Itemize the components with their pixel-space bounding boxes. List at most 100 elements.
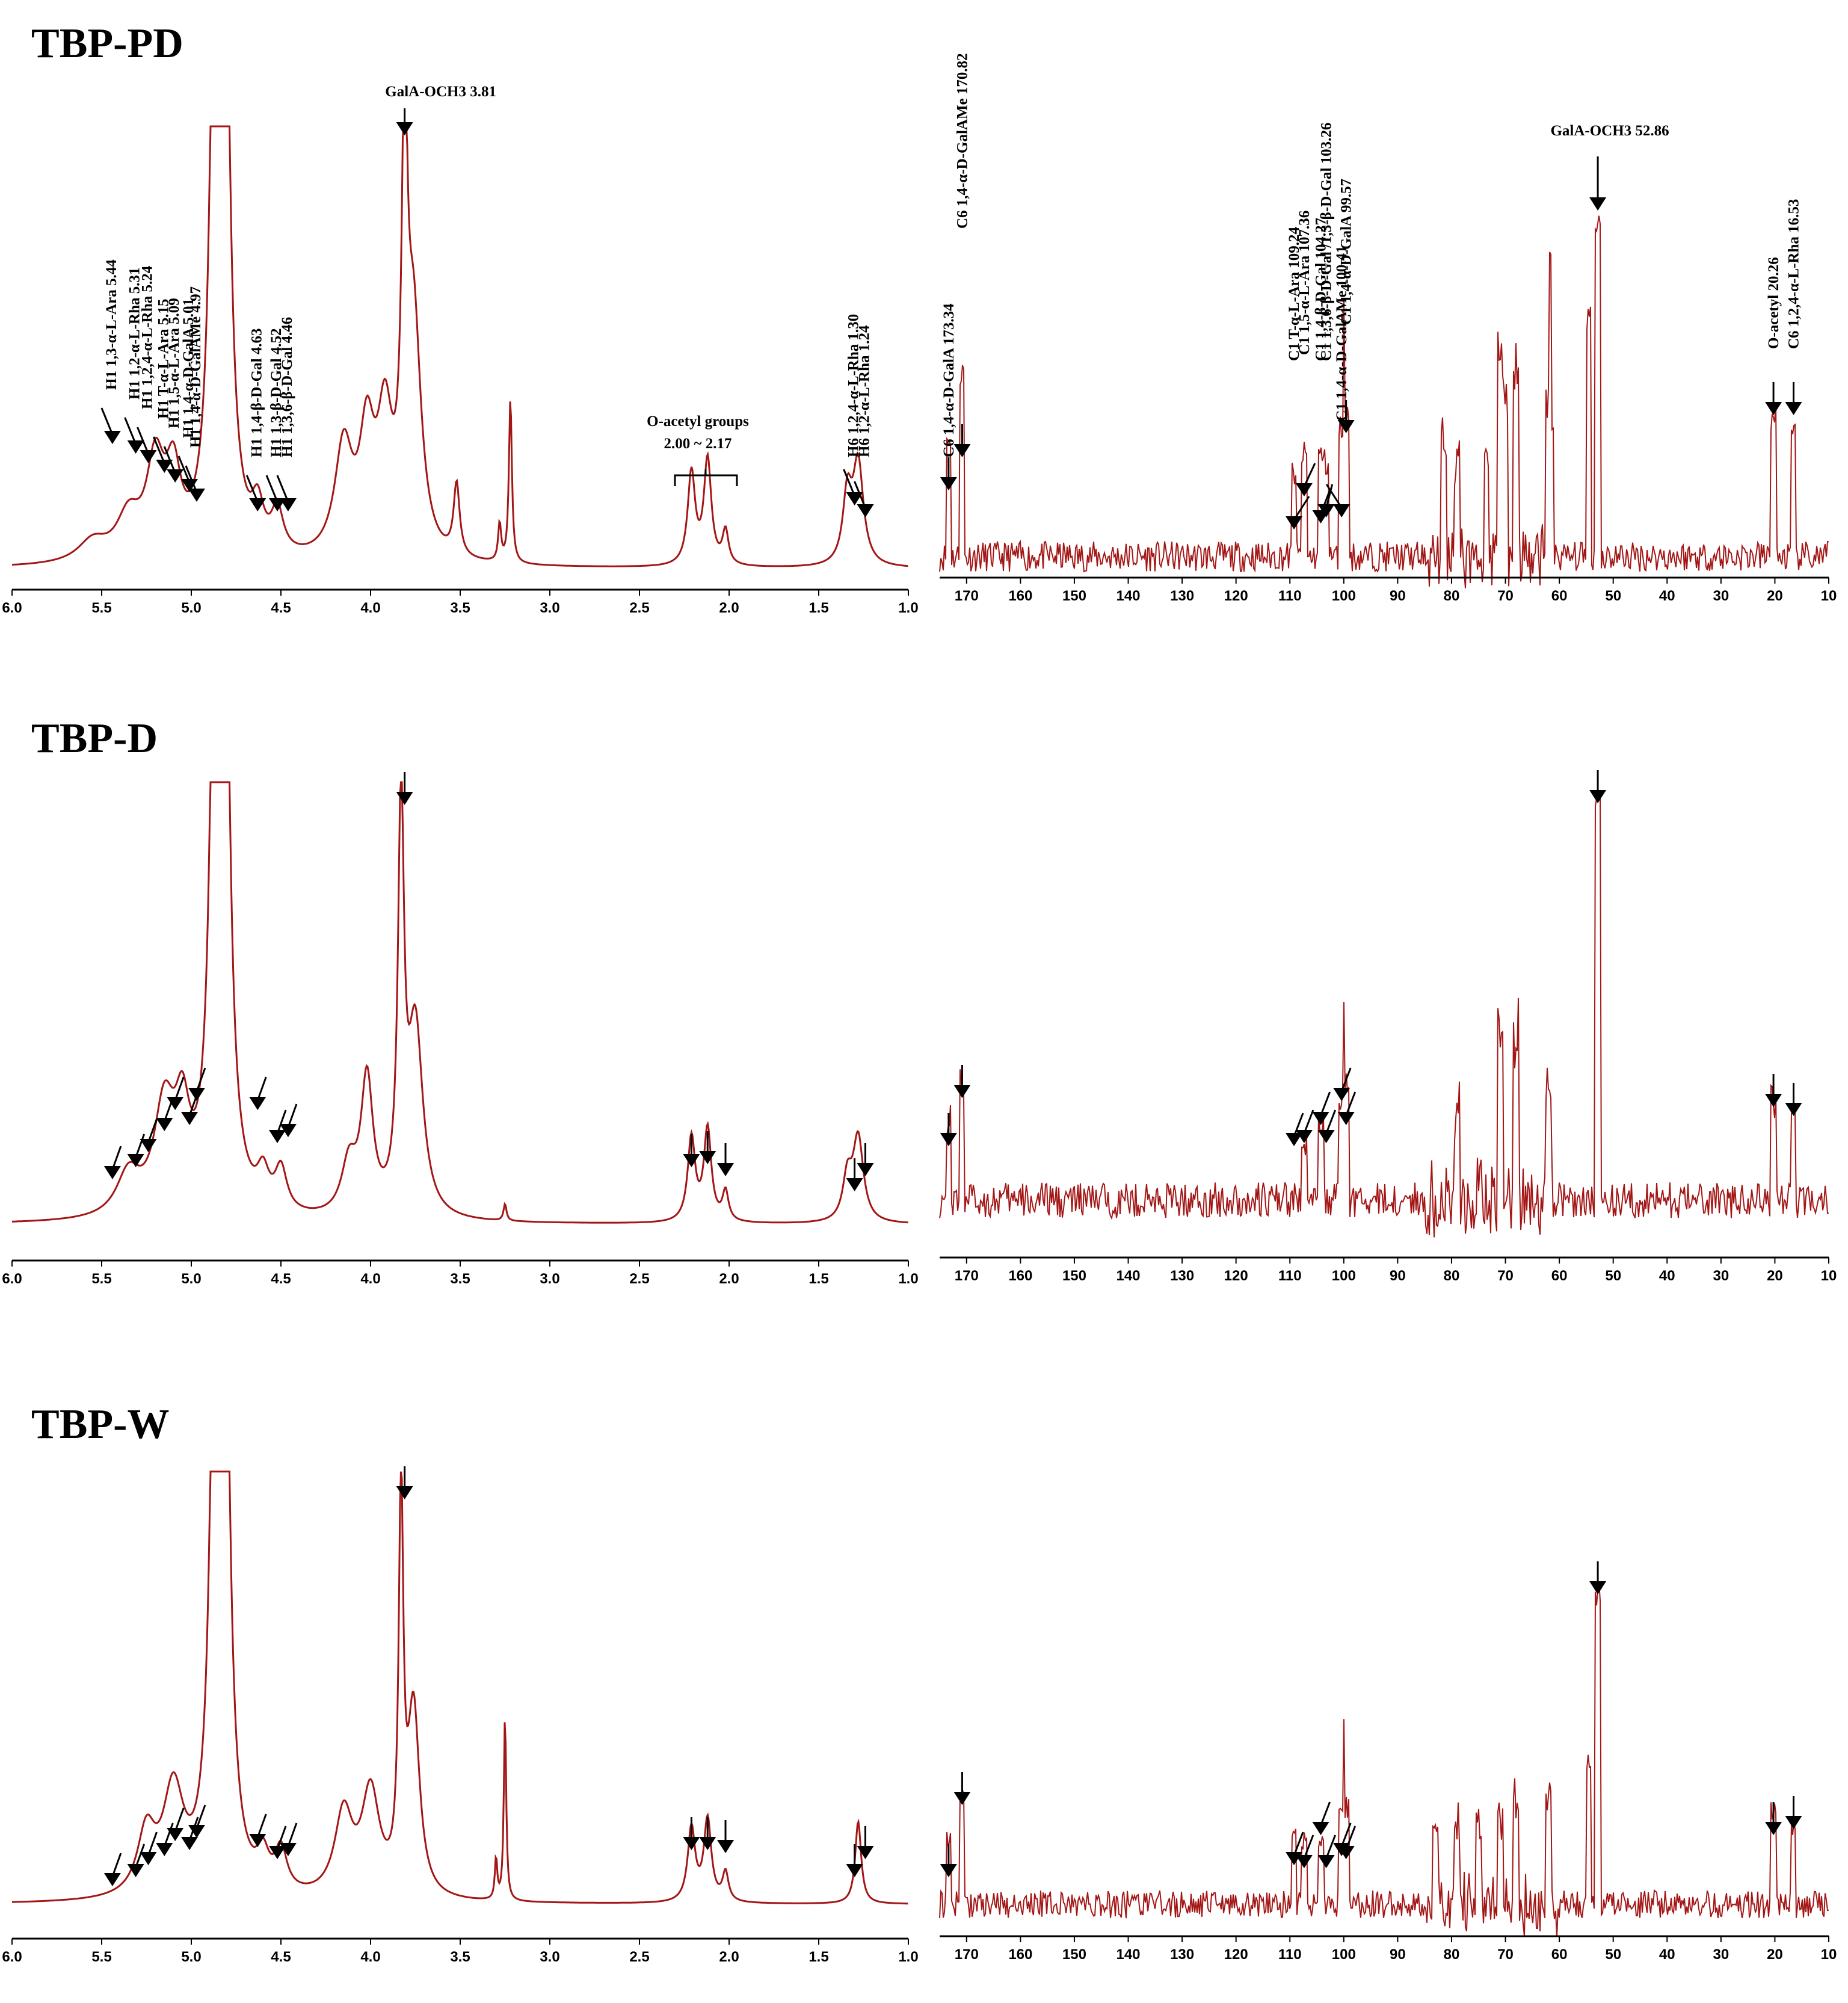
h1-spectrum-line [11, 781, 908, 1224]
h1-peak-arrow-shaft [185, 465, 198, 493]
h1-tick-label: 4.5 [271, 1949, 291, 1965]
h1-tick-label: 1.0 [898, 1949, 918, 1965]
c13-x-ticks: 170 160 150 140 130 120 110 100 90 80 70 60 50 40 30 20… [955, 578, 1837, 604]
c13-peak-arrow [1333, 1843, 1351, 1856]
c13-peak-arrow-shaft [1340, 1067, 1352, 1092]
h1-peak-arrow [140, 1139, 157, 1152]
c13-peak-arrow [953, 1085, 971, 1098]
h1-peak-label: H1 1,2,4-α-L-Rha 5.24 [139, 265, 155, 409]
h1-peak-arrow-shaft [256, 1076, 267, 1101]
c13-arrows [940, 770, 1802, 1146]
c13-peak-arrow-shaft [1293, 1832, 1304, 1856]
h1-peak-arrow [699, 1837, 716, 1850]
c13-tick-label: 70 [1497, 588, 1514, 604]
c13-peak-arrow [1333, 1088, 1351, 1101]
c13-tick-label: 130 [1170, 588, 1194, 604]
c13-peak-arrow [1785, 402, 1802, 415]
c13-spectrum-tbp-pd: 170 160 150 140 130 120 110 100 90 80 70 60 50 40 30 20… [939, 53, 1837, 604]
h1-spectrum-line [11, 1471, 908, 1905]
c13-tick-label: 150 [1062, 1268, 1086, 1284]
h1-peak-arrow [249, 498, 266, 511]
h1-tick-label: 4.5 [271, 1271, 291, 1287]
h1-peak-arrow [188, 1088, 205, 1101]
h1-peak-arrow [279, 498, 297, 511]
h1-spectrum-tbp-d: 6.0 5.5 5.0 4.5 4.0 3.5 3.0 2.5 2.0 1.5 1.0 [2, 772, 919, 1287]
c13-peak-arrow [1317, 504, 1335, 517]
c13-peak-label: C1 1,4-β-D-Gal 104.27 [1313, 218, 1329, 361]
h1-peak-arrow [156, 460, 173, 473]
h1-x-ticks: 6.0 5.5 5.0 4.5 4.0 3.5 3.0 2.5 2.0 1.5 1.0 [2, 1939, 919, 1965]
h1-tick-label: 6.0 [2, 1271, 22, 1287]
c13-tick-label: 130 [1170, 1946, 1194, 1963]
h1-peak-arrow [699, 1151, 716, 1164]
c13-peak-arrow-shaft [1303, 1835, 1314, 1859]
c13-tick-label: 60 [1551, 1268, 1568, 1284]
h1-spectrum-line [11, 125, 908, 567]
c13-tick-label: 110 [1278, 1268, 1302, 1284]
c13-tick-label: 60 [1551, 588, 1568, 604]
h1-peak-label: H1 1,5-α-L-Ara 5.09 [166, 298, 182, 428]
h1-peak-arrow [846, 492, 863, 505]
c13-tick-label: 150 [1062, 588, 1086, 604]
c13-tick-label: 20 [1767, 1946, 1783, 1963]
c13-peak-label: C1 T-α-L-Ara 109.24 [1286, 227, 1302, 361]
h1-tick-label: 3.5 [450, 1271, 470, 1287]
c13-tick-label: 40 [1659, 1268, 1675, 1284]
c13-peak-arrow [1317, 1855, 1335, 1868]
h1-peak-arrow [167, 1828, 184, 1841]
c13-tick-label: 40 [1659, 1946, 1675, 1963]
h1-peak-arrow [683, 1837, 700, 1850]
c13-tick-label: 160 [1008, 1268, 1032, 1284]
c13-tick-label: 70 [1497, 1946, 1514, 1963]
galA-och3-label: GalA-OCH3 3.81 [385, 84, 496, 100]
c13-tick-label: 30 [1713, 588, 1729, 604]
h1-peak-arrow [269, 498, 286, 511]
h1-peak-label: H1 1,2-α-L-Rha 5.31 [127, 267, 143, 400]
h1-peak-arrow [683, 1154, 700, 1167]
c13-tick-label: 170 [955, 1946, 979, 1963]
h1-tick-label: 3.5 [450, 600, 470, 616]
c13-peak-arrow [1295, 1130, 1313, 1143]
h1-peak-arrow-shaft [854, 481, 866, 508]
c13-peak-arrow [1312, 1822, 1329, 1835]
c13-peak-label: C1 1,5-α-L-Ara 107.36 [1296, 211, 1313, 355]
c13-peak-arrow [1333, 504, 1351, 517]
o-acetyl-bracket [674, 469, 738, 486]
h1-peak-arrow-shaft [137, 427, 149, 454]
h1-tick-label: 1.5 [808, 1271, 828, 1287]
c13-tick-label: 120 [1224, 1946, 1248, 1963]
h1-peak-label: H1 1,4-α-D-GalAMe 4.97 [188, 286, 204, 448]
c13-tick-label: 40 [1659, 588, 1675, 604]
h1-tick-label: 5.5 [91, 600, 111, 616]
h1-tick-label: 5.0 [181, 1271, 201, 1287]
c13-tick-label: 30 [1713, 1946, 1729, 1963]
c13-spectrum-tbp-d: 170 160 150 140 130 120 110 100 90 80 70 60 50 40 30 20… [939, 770, 1837, 1284]
h1-tick-label: 5.0 [181, 1949, 201, 1965]
c13-peak-arrow-shaft [1325, 484, 1343, 508]
c13-peak-label: C6 1,4-α-D-GalA 173.34 [941, 303, 957, 457]
h1-peak-arrow-shaft [245, 475, 259, 502]
h1-peak-arrow [396, 792, 413, 805]
h1-peak-arrow [279, 1124, 297, 1137]
c13-peak-arrow-shaft [1293, 1113, 1304, 1137]
h1-peak-arrow-shaft [111, 1146, 122, 1170]
h1-peak-label: H1 1,3-β-D-Gal 4.52 [268, 328, 285, 457]
h1-peak-arrow [156, 1118, 173, 1131]
h1-peak-arrow-shaft [276, 1110, 287, 1134]
h1-peak-arrow-shaft [265, 475, 279, 502]
c13-tick-label: 60 [1551, 1946, 1568, 1963]
h1-peak-arrow [127, 1864, 144, 1877]
h1-tick-label: 2.5 [629, 600, 649, 616]
h1-peak-label: H1 1,4-α-D-GalA 5.01 [180, 298, 197, 438]
c13-tick-label: 10 [1821, 588, 1837, 604]
h1-tick-label: 3.0 [540, 1271, 559, 1287]
c13-tick-label: 50 [1605, 1268, 1621, 1284]
h1-peak-arrow-shaft [152, 436, 165, 464]
h1-peak-arrow [188, 1825, 205, 1838]
c13-peak-label: C1 1,4-α-D-GalAMe 100.41 [1334, 245, 1350, 421]
c13-peak-arrow [1785, 1816, 1802, 1829]
c13-tick-label: 10 [1821, 1946, 1837, 1963]
c13-tick-label: 20 [1767, 1268, 1783, 1284]
c13-tick-label: 100 [1332, 1268, 1356, 1284]
c13-peak-arrow [1295, 1855, 1313, 1868]
